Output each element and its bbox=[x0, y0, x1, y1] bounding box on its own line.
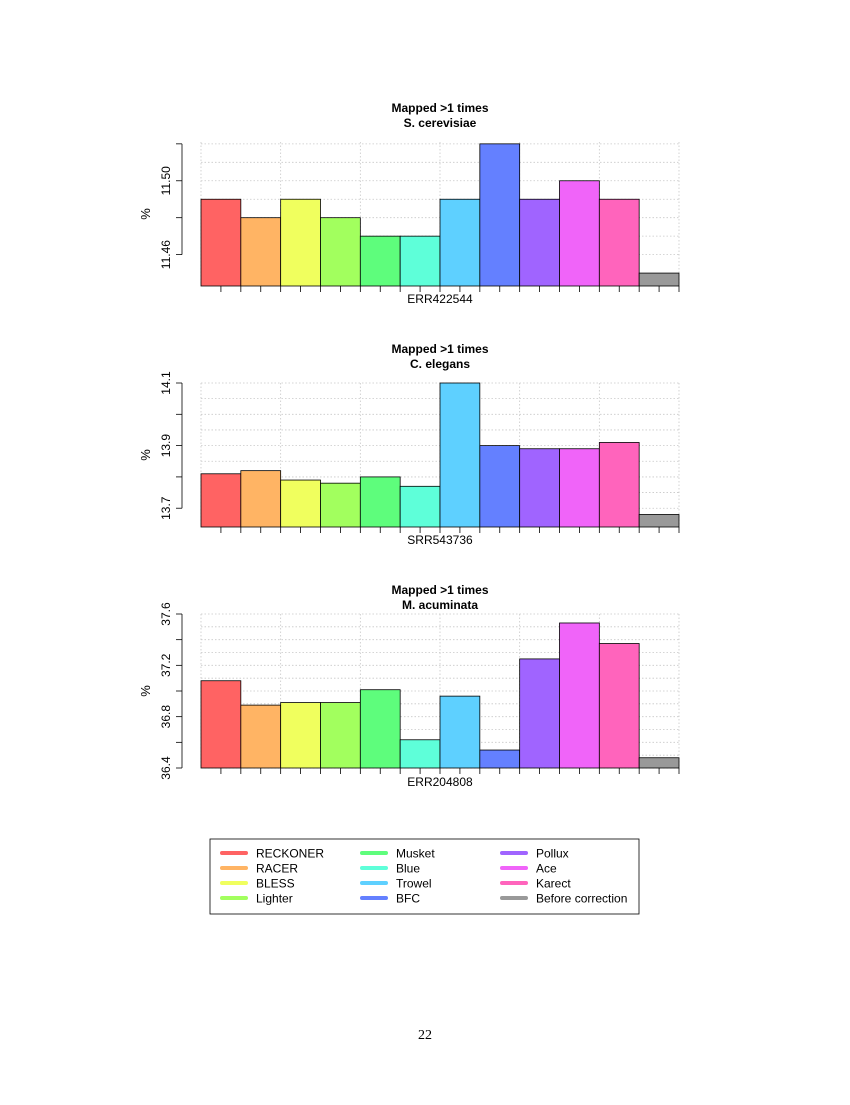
bar-reckoner bbox=[200, 680, 242, 769]
bar-karect bbox=[598, 442, 640, 528]
bar-racer bbox=[240, 470, 282, 528]
y-tick-label: 11.50 bbox=[159, 166, 173, 195]
y-tick-label: 11.46 bbox=[159, 240, 173, 269]
y-tick-label: 36.8 bbox=[159, 705, 173, 729]
bar-ace bbox=[559, 622, 600, 769]
bar-pollux bbox=[519, 198, 560, 287]
chart-subtitle: M. acuminata bbox=[402, 598, 478, 612]
chart-title: Mapped >1 times bbox=[391, 101, 488, 115]
legend-label: BLESS bbox=[256, 877, 295, 891]
bar-reckoner bbox=[200, 198, 242, 287]
legend-label: Lighter bbox=[256, 892, 293, 906]
bar-bless bbox=[280, 198, 321, 287]
legend-label: Before correction bbox=[536, 892, 627, 906]
bar-trowel bbox=[439, 695, 481, 769]
legend-box bbox=[209, 838, 640, 915]
bar-before-correction bbox=[638, 514, 680, 528]
y-tick-label: 13.7 bbox=[159, 496, 173, 520]
y-tick-label: 37.6 bbox=[159, 602, 173, 626]
bar-lighter bbox=[320, 702, 361, 769]
bar-lighter bbox=[320, 482, 361, 528]
bar-blue bbox=[399, 485, 441, 528]
bar-musket bbox=[359, 689, 401, 769]
y-tick-label: 37.2 bbox=[159, 653, 173, 677]
bar-bfc bbox=[479, 749, 521, 769]
legend-label: Ace bbox=[536, 862, 557, 876]
bar-karect bbox=[598, 198, 640, 287]
y-tick-label: 14.1 bbox=[159, 371, 173, 395]
bar-musket bbox=[359, 476, 401, 528]
y-axis-label: % bbox=[138, 449, 153, 461]
bar-musket bbox=[359, 235, 401, 287]
bar-blue bbox=[399, 235, 441, 287]
bar-pollux bbox=[519, 448, 560, 528]
bar-ace bbox=[559, 180, 600, 287]
legend-label: Pollux bbox=[536, 847, 569, 861]
bar-blue bbox=[399, 739, 441, 769]
bar-lighter bbox=[320, 217, 361, 287]
bar-pollux bbox=[519, 658, 560, 769]
legend-label: RECKONER bbox=[256, 847, 324, 861]
bar-racer bbox=[240, 217, 282, 287]
y-axis-label: % bbox=[138, 685, 153, 697]
y-axis-label: % bbox=[138, 208, 153, 220]
legend-label: BFC bbox=[396, 892, 420, 906]
legend-label: Karect bbox=[536, 877, 571, 891]
page-number: 22 bbox=[418, 1028, 432, 1043]
bar-racer bbox=[240, 704, 282, 769]
chart-title: Mapped >1 times bbox=[391, 583, 488, 597]
bar-bless bbox=[280, 479, 321, 528]
chart-subtitle: S. cerevisiae bbox=[404, 116, 477, 130]
legend-label: Blue bbox=[396, 862, 420, 876]
legend-label: RACER bbox=[256, 862, 298, 876]
bar-ace bbox=[559, 448, 600, 528]
x-axis-label: ERR422544 bbox=[407, 292, 473, 306]
bar-reckoner bbox=[200, 473, 242, 528]
bar-karect bbox=[598, 643, 640, 769]
bar-bfc bbox=[479, 143, 521, 287]
legend-label: Trowel bbox=[396, 877, 432, 891]
bar-before-correction bbox=[638, 757, 680, 769]
bar-before-correction bbox=[638, 272, 680, 287]
bar-bless bbox=[280, 702, 321, 769]
bar-bfc bbox=[479, 445, 521, 528]
x-axis-label: ERR204808 bbox=[407, 775, 473, 789]
bar-trowel bbox=[439, 382, 481, 528]
x-axis-label: SRR543736 bbox=[407, 533, 473, 547]
chart-subtitle: C. elegans bbox=[410, 357, 470, 371]
bar-trowel bbox=[439, 198, 481, 287]
chart-title: Mapped >1 times bbox=[391, 342, 488, 356]
legend-label: Musket bbox=[396, 847, 435, 861]
y-tick-label: 13.9 bbox=[159, 434, 173, 458]
y-tick-label: 36.4 bbox=[159, 756, 173, 780]
